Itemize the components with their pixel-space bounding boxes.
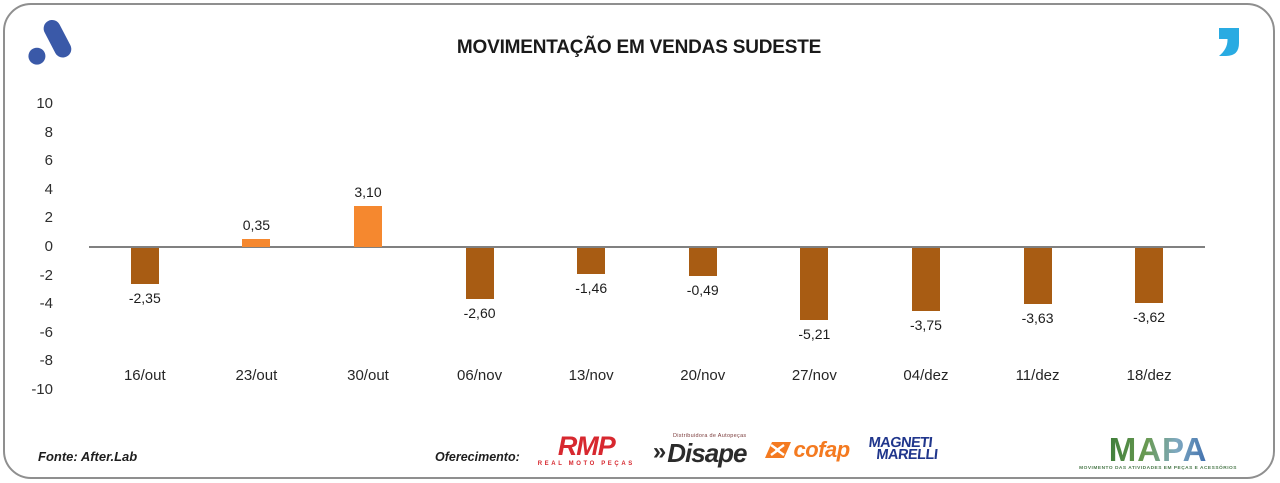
rmp-logo-subtext: REAL MOTO PEÇAS bbox=[537, 461, 635, 467]
bar-column: -3,63 11/dez bbox=[982, 95, 1094, 405]
bar bbox=[1135, 248, 1164, 303]
cofap-logo-text: cofap bbox=[793, 437, 851, 462]
y-tick-label: -6 bbox=[39, 323, 53, 341]
y-tick-label: -2 bbox=[39, 266, 53, 284]
quote-mark-icon bbox=[1219, 28, 1239, 61]
bar-value-label: -3,63 bbox=[1021, 310, 1054, 326]
y-tick-label: 10 bbox=[36, 95, 53, 112]
bar-value-label: -3,62 bbox=[1133, 309, 1166, 325]
chart-card: MOVIMENTAÇÃO EM VENDAS SUDESTE 10 8 6 4 2 0 -2… bbox=[3, 3, 1275, 479]
rmp-logo: RMP REAL MOTO PEÇAS bbox=[537, 431, 635, 468]
bar-value-label: -2,60 bbox=[463, 305, 496, 321]
y-tick-label: 6 bbox=[44, 152, 53, 170]
x-tick-label: 06/nov bbox=[457, 367, 503, 384]
bar-value-label: -2,35 bbox=[128, 290, 161, 306]
x-tick-label: 27/nov bbox=[791, 367, 837, 384]
bar-value-label: 0,35 bbox=[242, 217, 271, 233]
bar-chart: -2,35 16/out 0,35 23/out 3,10 30/out -2,60 06/n… bbox=[89, 95, 1205, 405]
bar-value-label: -0,49 bbox=[686, 282, 719, 298]
disape-logo-text: Disape bbox=[667, 437, 747, 468]
y-tick-label: 8 bbox=[44, 123, 53, 141]
sponsors-row: Oferecimento: RMP REAL MOTO PEÇAS » Dist… bbox=[435, 431, 938, 468]
source-note: Fonte: After.Lab bbox=[38, 449, 138, 464]
sponsor-label: Oferecimento: bbox=[435, 450, 520, 464]
bar bbox=[800, 248, 829, 320]
bar-value-label: -5,21 bbox=[798, 326, 831, 342]
x-tick-label: 13/nov bbox=[568, 367, 614, 384]
y-tick-label: 0 bbox=[44, 238, 53, 255]
bar bbox=[911, 248, 940, 311]
mapa-logo-subtext: MOVIMENTO DAS ATIVIDADES EM PEÇAS E ACES… bbox=[1079, 466, 1237, 471]
bar bbox=[1023, 248, 1052, 304]
disape-logo: » Distribuidora de Autopeças Disape bbox=[652, 433, 748, 468]
x-tick-label: 18/dez bbox=[1126, 367, 1172, 384]
y-axis: 10 8 6 4 2 0 -2 -4 -6 -8 -10 bbox=[19, 5, 53, 425]
bar bbox=[688, 248, 717, 276]
bar-column: -5,21 27/nov bbox=[759, 95, 871, 405]
x-tick-label: 04/dez bbox=[903, 367, 949, 384]
x-tick-label: 16/out bbox=[123, 367, 166, 384]
bar-column: -0,49 20/nov bbox=[647, 95, 759, 405]
magneti-marelli-logo: MAGNETI MARELLI bbox=[866, 435, 938, 463]
bar bbox=[577, 248, 606, 274]
y-tick-label: -10 bbox=[31, 381, 53, 398]
disape-logo-subtext: Distribuidora de Autopeças bbox=[672, 433, 747, 440]
cofap-emblem-icon bbox=[764, 442, 791, 458]
bar bbox=[130, 248, 159, 284]
bar-column: -3,62 18/dez bbox=[1093, 95, 1205, 405]
x-tick-label: 23/out bbox=[235, 367, 278, 384]
bar-column: 3,10 30/out bbox=[312, 95, 424, 405]
y-tick-label: 4 bbox=[44, 180, 53, 198]
afterlab-logo-icon bbox=[25, 16, 81, 71]
disape-chevron-icon: » bbox=[652, 437, 667, 465]
cofap-logo: cofap bbox=[764, 437, 851, 463]
x-tick-label: 30/out bbox=[347, 367, 389, 384]
bar-column: -2,35 16/out bbox=[89, 95, 201, 405]
bar bbox=[242, 239, 271, 247]
bar-value-label: -3,75 bbox=[909, 317, 942, 333]
y-tick-label: -4 bbox=[39, 295, 53, 313]
bar bbox=[465, 248, 494, 299]
bar-column: -3,75 04/dez bbox=[870, 95, 982, 405]
x-tick-label: 20/nov bbox=[680, 367, 726, 384]
bar-value-label: 3,10 bbox=[354, 184, 382, 200]
page-title: MOVIMENTAÇÃO EM VENDAS SUDESTE bbox=[456, 37, 822, 58]
bar-column: 0,35 23/out bbox=[201, 95, 313, 405]
x-tick-label: 11/dez bbox=[1015, 367, 1060, 384]
magneti-line2: MARELLI bbox=[875, 447, 938, 463]
bar-value-label: -1,46 bbox=[575, 280, 608, 296]
zero-baseline bbox=[89, 246, 1205, 248]
mapa-logo-text: MAPA bbox=[1108, 431, 1208, 468]
bar-column: -2,60 06/nov bbox=[424, 95, 536, 405]
y-tick-label: -8 bbox=[39, 352, 53, 370]
bar bbox=[353, 206, 382, 247]
mapa-logo: MAPA MOVIMENTO DAS ATIVIDADES EM PEÇAS E… bbox=[1079, 433, 1237, 472]
bar-column: -1,46 13/nov bbox=[535, 95, 647, 405]
rmp-logo-text: RMP bbox=[557, 431, 616, 461]
y-tick-label: 2 bbox=[44, 209, 53, 227]
